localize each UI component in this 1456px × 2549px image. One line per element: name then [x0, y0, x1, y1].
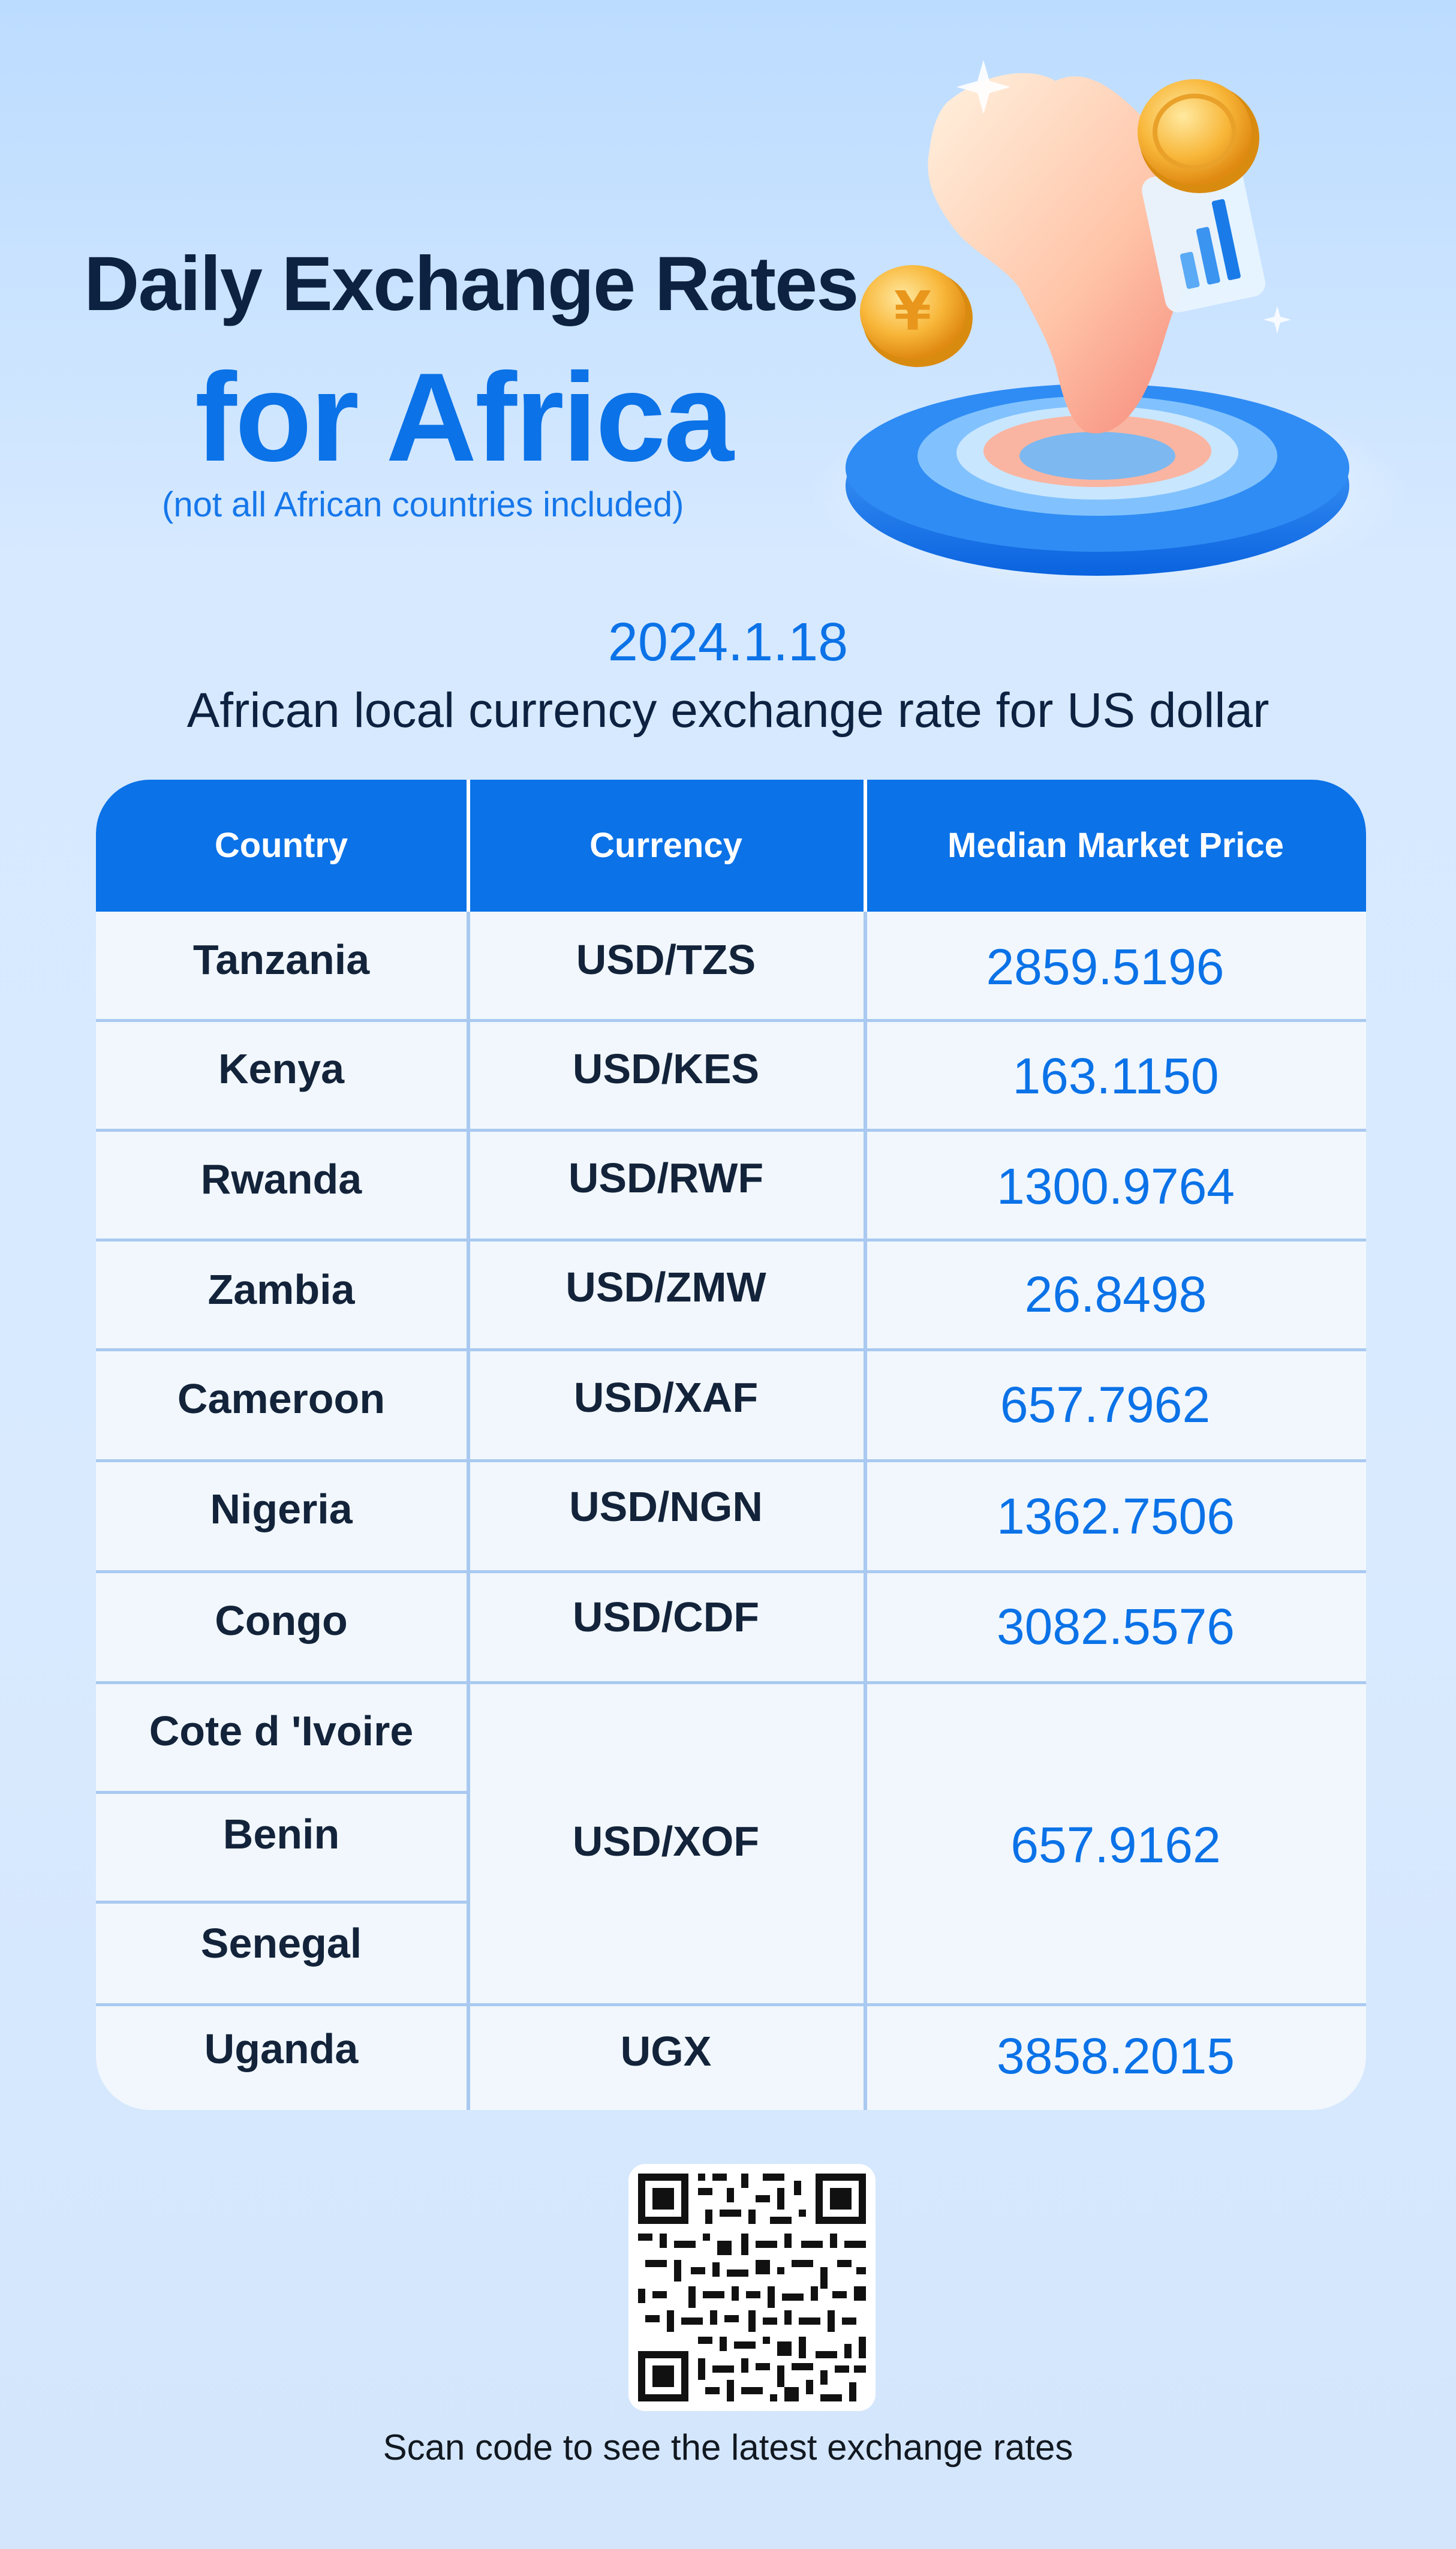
- cell-country: Uganda: [204, 2025, 359, 2072]
- column-header-country: Country: [214, 826, 348, 865]
- cell-country: Benin: [222, 1811, 340, 1857]
- column-header-currency: Currency: [589, 826, 742, 865]
- qr-code-icon: [638, 2174, 866, 2401]
- cell-country: Senegal: [200, 1920, 362, 1967]
- cell-price: 657.7962: [1000, 1376, 1211, 1433]
- exchange-rate-table: Country Currency Median Market Price Tan…: [96, 780, 1366, 2110]
- rates-date: 2024.1.18: [607, 612, 849, 672]
- cell-currency: USD/RWF: [568, 1155, 764, 1201]
- scan-caption: Scan code to see the latest exchange rat…: [383, 2427, 1073, 2467]
- header-divider: [864, 780, 867, 912]
- cell-currency: USD/ZMW: [565, 1264, 766, 1310]
- cell-country: Nigeria: [210, 1486, 353, 1532]
- cell-price: 2859.5196: [986, 939, 1225, 995]
- row-divider: [96, 1901, 467, 1904]
- rates-caption: African local currency exchange rate for…: [186, 683, 1270, 738]
- column-divider: [864, 912, 867, 2110]
- cell-price: 26.8498: [1024, 1266, 1207, 1322]
- cell-price: 3082.5576: [996, 1598, 1235, 1655]
- row-divider: [96, 1239, 1366, 1242]
- cell-country: Cote d 'Ivoire: [149, 1708, 414, 1754]
- hero-banner: Daily Exchange Rates for Africa (not all…: [0, 0, 1456, 588]
- qr-code[interactable]: [628, 2164, 876, 2411]
- cell-country: Tanzania: [192, 936, 370, 983]
- row-divider: [96, 1681, 1366, 1684]
- row-divider: [96, 1570, 1366, 1573]
- cell-currency: USD/CDF: [572, 1594, 760, 1640]
- cell-price: 1362.7506: [996, 1488, 1235, 1544]
- cell-country: Kenya: [218, 1045, 345, 1092]
- column-divider: [467, 912, 470, 2110]
- row-divider: [96, 1791, 467, 1794]
- svg-text:¥: ¥: [894, 280, 932, 343]
- cell-currency: USD/KES: [572, 1045, 760, 1092]
- cell-price: 3858.2015: [996, 2028, 1235, 2084]
- africa-illustration: ¥: [810, 60, 1409, 588]
- cell-currency: USD/XAF: [573, 1374, 759, 1421]
- cell-price-merged: 657.9162: [1010, 1817, 1221, 1873]
- cell-currency: UGX: [620, 2028, 712, 2075]
- page-title-highlight: for Africa: [195, 347, 734, 488]
- row-divider: [96, 1348, 1366, 1351]
- cell-currency: USD/TZS: [576, 936, 756, 983]
- header-divider: [467, 780, 470, 912]
- cell-country: Rwanda: [200, 1156, 362, 1203]
- row-divider: [96, 1129, 1366, 1132]
- cell-country: Cameroon: [177, 1375, 386, 1422]
- gold-coin-icon: [1138, 79, 1259, 193]
- cell-country: Zambia: [207, 1266, 355, 1313]
- cell-price: 1300.9764: [996, 1158, 1235, 1215]
- page-title: Daily Exchange Rates: [84, 241, 859, 327]
- yen-coin-icon: ¥: [860, 265, 973, 367]
- table-header: Country Currency Median Market Price: [96, 780, 1366, 912]
- cell-currency-merged: USD/XOF: [572, 1818, 760, 1865]
- cell-country: Congo: [215, 1597, 348, 1644]
- cell-currency: USD/NGN: [569, 1483, 763, 1530]
- bar-chart-card-icon: [1142, 161, 1266, 312]
- row-divider: [96, 2003, 1366, 2006]
- row-divider: [96, 1459, 1366, 1462]
- row-divider: [96, 1019, 1366, 1022]
- page-subtitle: (not all African countries included): [162, 485, 684, 524]
- cell-price: 163.1150: [1012, 1048, 1219, 1104]
- column-header-price: Median Market Price: [947, 826, 1284, 865]
